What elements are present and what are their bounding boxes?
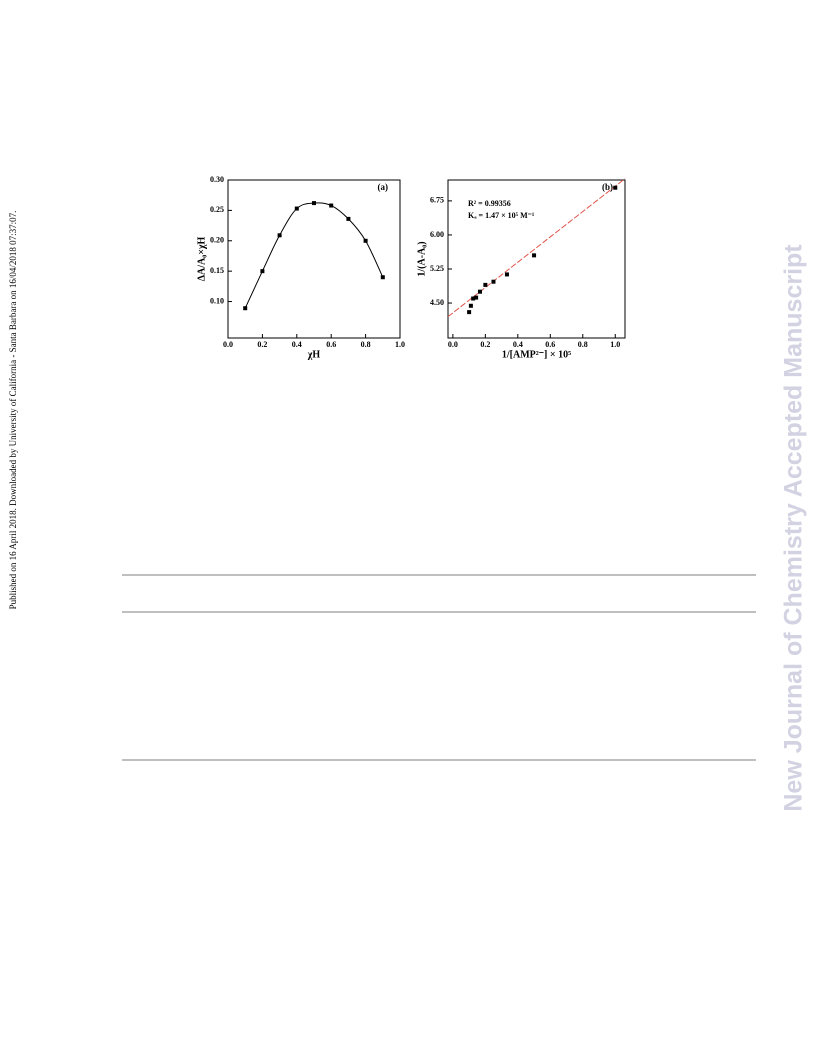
x-tick-label: 0.8 bbox=[578, 340, 588, 349]
annotation: Kₐ = 1.47 × 10⁵ M⁻¹ bbox=[468, 211, 535, 220]
y-tick-label: 0.25 bbox=[210, 205, 224, 214]
data-point bbox=[491, 279, 496, 284]
data-point bbox=[504, 272, 509, 277]
y-axis-label: 1/(A-A₀) bbox=[416, 241, 427, 276]
y-axis-label: ΔA/A₀×χH bbox=[196, 236, 207, 281]
data-point bbox=[613, 185, 618, 190]
data-point bbox=[483, 282, 488, 287]
sidebar-right: New Journal of Chemistry Accepted Manusc… bbox=[780, 244, 808, 812]
x-tick-label: 0.6 bbox=[545, 340, 555, 349]
data-point bbox=[468, 303, 473, 308]
data-point bbox=[312, 201, 316, 206]
x-axis-label: 1/[AMP²⁻] × 10⁵ bbox=[502, 349, 571, 360]
x-axis-label: χH bbox=[307, 349, 321, 360]
plot-frame bbox=[227, 179, 401, 339]
y-tick-label: 6.00 bbox=[430, 230, 444, 239]
data-point bbox=[294, 206, 299, 211]
y-tick-label: 6.75 bbox=[430, 196, 444, 205]
y-tick-label: 4.50 bbox=[430, 298, 444, 307]
data-point bbox=[380, 275, 385, 280]
y-tick-label: 5.25 bbox=[430, 264, 444, 273]
data-point bbox=[467, 310, 472, 315]
x-tick-label: 1.0 bbox=[610, 340, 620, 349]
fit-line bbox=[447, 178, 626, 318]
annotation: (a) bbox=[378, 182, 389, 192]
data-point bbox=[474, 295, 479, 300]
x-tick-label: 1.0 bbox=[395, 340, 405, 349]
data-point bbox=[532, 253, 537, 258]
y-tick-label: 0.10 bbox=[210, 296, 224, 305]
fit-curve bbox=[244, 202, 384, 309]
y-tick-label: 0.30 bbox=[210, 175, 224, 184]
x-tick-label: 0.2 bbox=[480, 340, 490, 349]
data-point bbox=[363, 238, 368, 243]
x-tick-label: 0.2 bbox=[257, 340, 267, 349]
data-point bbox=[329, 203, 334, 208]
data-point bbox=[260, 269, 265, 274]
x-tick-label: 0.4 bbox=[513, 340, 523, 349]
annotation: R² = 0.99356 bbox=[468, 199, 511, 208]
sidebar-left: Published on 16 April 2018. Downloaded b… bbox=[8, 211, 18, 610]
x-tick-label: 0.6 bbox=[326, 340, 336, 349]
y-tick-label: 0.20 bbox=[210, 236, 224, 245]
x-tick-label: 0.8 bbox=[361, 340, 371, 349]
x-tick-label: 0.0 bbox=[448, 340, 458, 349]
data-point bbox=[243, 306, 248, 311]
x-tick-label: 0.4 bbox=[292, 340, 302, 349]
data-point bbox=[277, 233, 282, 238]
data-point bbox=[477, 289, 482, 294]
x-tick-label: 0.0 bbox=[223, 340, 233, 349]
data-point bbox=[346, 216, 351, 221]
plot-frame bbox=[447, 179, 626, 339]
annotation: (b) bbox=[602, 182, 613, 192]
y-tick-label: 0.15 bbox=[210, 266, 224, 275]
data-point bbox=[471, 296, 476, 301]
